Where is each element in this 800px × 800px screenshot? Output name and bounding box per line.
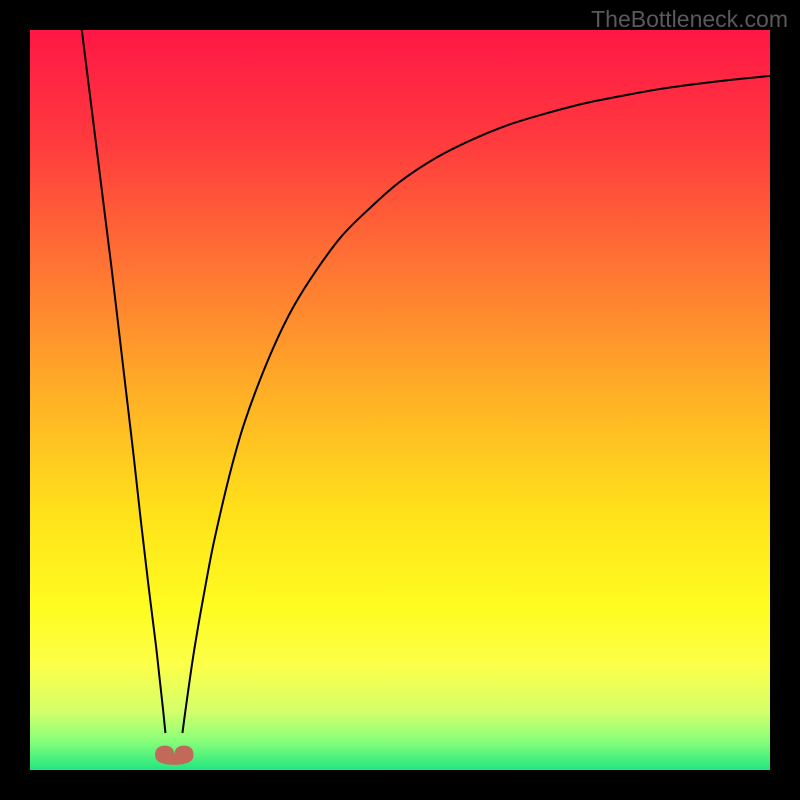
- chart-container: { "watermark": "TheBottleneck.com", "cha…: [0, 0, 800, 800]
- chart-plot-area: [30, 30, 770, 770]
- bottleneck-chart: [0, 0, 800, 800]
- watermark-text: TheBottleneck.com: [591, 6, 788, 33]
